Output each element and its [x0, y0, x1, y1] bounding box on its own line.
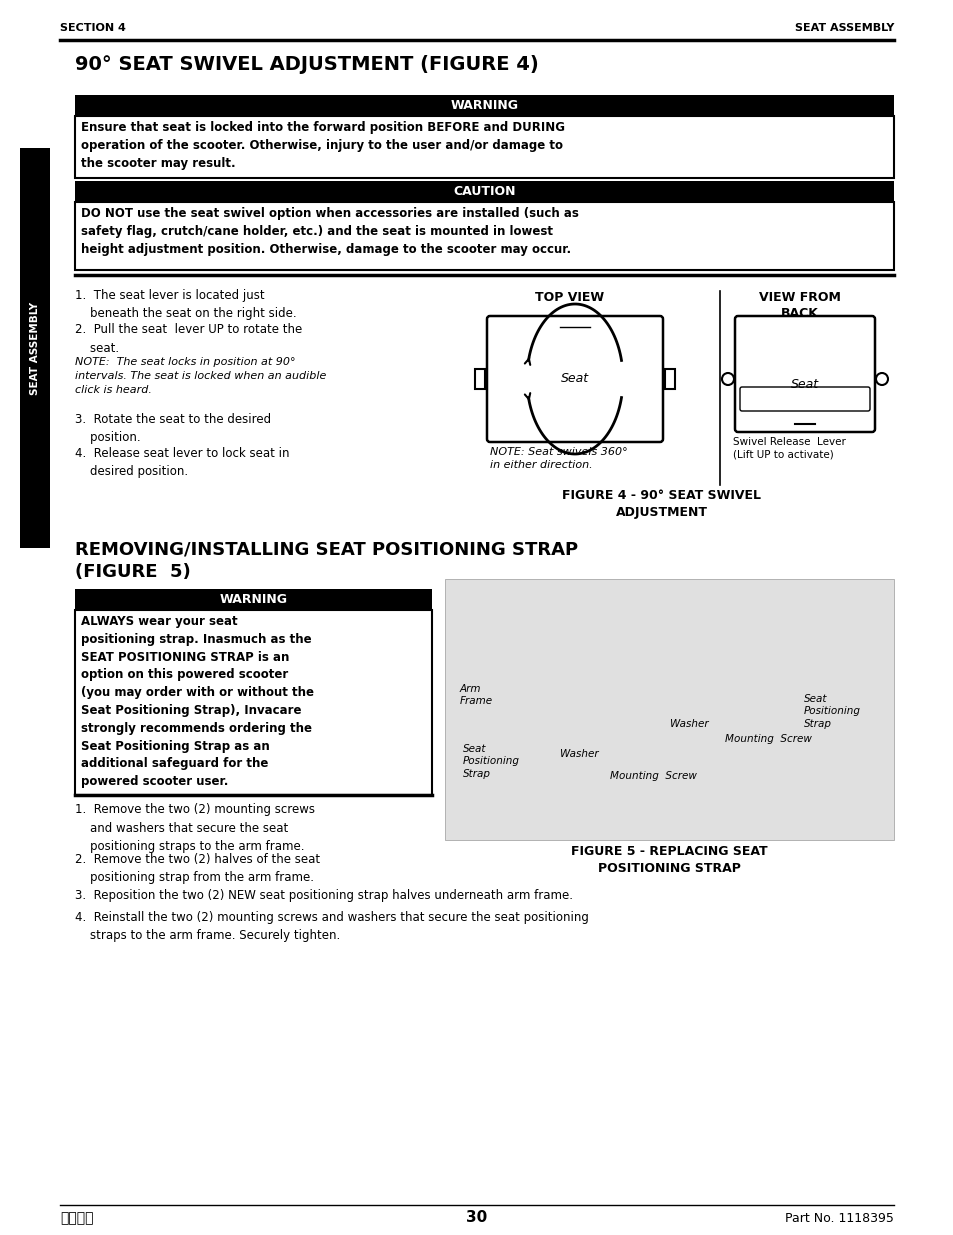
- Text: Ensure that seat is locked into the forward position BEFORE and DURING
operation: Ensure that seat is locked into the forw…: [81, 121, 564, 170]
- Text: Seat
Positioning
Strap: Seat Positioning Strap: [462, 743, 519, 779]
- Text: FIGURE 4 - 90° SEAT SWIVEL
ADJUSTMENT: FIGURE 4 - 90° SEAT SWIVEL ADJUSTMENT: [562, 489, 760, 519]
- Text: CAUTION: CAUTION: [453, 185, 516, 198]
- Bar: [75, 116, 893, 178]
- Text: 1.  The seat lever is located just
    beneath the seat on the right side.: 1. The seat lever is located just beneat…: [75, 289, 296, 321]
- Bar: [75, 610, 432, 795]
- Bar: [20, 148, 50, 548]
- Text: VIEW FROM
BACK: VIEW FROM BACK: [759, 291, 840, 320]
- Text: 2.  Pull the seat  lever UP to rotate the
    seat.: 2. Pull the seat lever UP to rotate the …: [75, 324, 302, 354]
- Text: 2.  Remove the two (2) halves of the seat
    positioning strap from the arm fra: 2. Remove the two (2) halves of the seat…: [75, 853, 320, 884]
- Bar: [75, 203, 893, 270]
- Text: Seat: Seat: [560, 373, 588, 385]
- Text: Part No. 1118395: Part No. 1118395: [784, 1212, 893, 1224]
- Text: Seat
Positioning
Strap: Seat Positioning Strap: [803, 694, 861, 729]
- Text: ⒷⓊⓏⓏ: ⒷⓊⓏⓏ: [60, 1212, 93, 1225]
- Circle shape: [721, 373, 733, 385]
- Text: FIGURE 5 - REPLACING SEAT
POSITIONING STRAP: FIGURE 5 - REPLACING SEAT POSITIONING ST…: [571, 845, 767, 876]
- Text: 90° SEAT SWIVEL ADJUSTMENT (FIGURE 4): 90° SEAT SWIVEL ADJUSTMENT (FIGURE 4): [75, 56, 538, 74]
- Text: Mounting  Screw: Mounting Screw: [609, 771, 696, 781]
- Text: NOTE:  The seat locks in position at 90°
intervals. The seat is locked when an a: NOTE: The seat locks in position at 90° …: [75, 357, 326, 395]
- Text: NOTE: Seat swivels 360°
in either direction.: NOTE: Seat swivels 360° in either direct…: [490, 447, 627, 471]
- Text: REMOVING/INSTALLING SEAT POSITIONING STRAP: REMOVING/INSTALLING SEAT POSITIONING STR…: [75, 541, 578, 559]
- Text: DO NOT use the seat swivel option when accessories are installed (such as
safety: DO NOT use the seat swivel option when a…: [81, 207, 578, 256]
- FancyBboxPatch shape: [740, 387, 869, 411]
- Text: SEAT ASSEMBLY: SEAT ASSEMBLY: [794, 23, 893, 33]
- Text: SECTION 4: SECTION 4: [60, 23, 126, 33]
- Text: Arm
Frame: Arm Frame: [459, 684, 493, 706]
- Circle shape: [875, 373, 887, 385]
- Text: ALWAYS wear your seat
positioning strap. Inasmuch as the
SEAT POSITIONING STRAP : ALWAYS wear your seat positioning strap.…: [81, 615, 314, 788]
- Text: 3.  Rotate the seat to the desired
    position.: 3. Rotate the seat to the desired positi…: [75, 412, 271, 445]
- Text: WARNING: WARNING: [450, 99, 518, 112]
- Bar: [444, 579, 893, 840]
- Text: 4.  Reinstall the two (2) mounting screws and washers that secure the seat posit: 4. Reinstall the two (2) mounting screws…: [75, 911, 588, 942]
- Bar: [75, 182, 893, 203]
- Text: 3.  Reposition the two (2) NEW seat positioning strap halves underneath arm fram: 3. Reposition the two (2) NEW seat posit…: [75, 889, 573, 902]
- Bar: [75, 95, 893, 116]
- Text: Mounting  Screw: Mounting Screw: [724, 734, 811, 743]
- Text: WARNING: WARNING: [219, 593, 287, 606]
- FancyBboxPatch shape: [486, 316, 662, 442]
- Text: 4.  Release seat lever to lock seat in
    desired position.: 4. Release seat lever to lock seat in de…: [75, 447, 289, 478]
- Bar: [75, 589, 432, 610]
- Text: 1.  Remove the two (2) mounting screws
    and washers that secure the seat
    : 1. Remove the two (2) mounting screws an…: [75, 803, 314, 853]
- FancyBboxPatch shape: [734, 316, 874, 432]
- Bar: [664, 369, 675, 389]
- Text: Seat: Seat: [790, 378, 819, 390]
- Text: SEAT ASSEMBLY: SEAT ASSEMBLY: [30, 301, 40, 394]
- Text: (FIGURE  5): (FIGURE 5): [75, 563, 191, 580]
- Text: 30: 30: [466, 1210, 487, 1225]
- Text: TOP VIEW: TOP VIEW: [535, 291, 604, 304]
- Bar: [475, 369, 484, 389]
- Text: Washer: Washer: [669, 719, 708, 729]
- Text: Swivel Release  Lever
(Lift UP to activate): Swivel Release Lever (Lift UP to activat…: [732, 437, 845, 459]
- Text: Washer: Washer: [559, 748, 598, 760]
